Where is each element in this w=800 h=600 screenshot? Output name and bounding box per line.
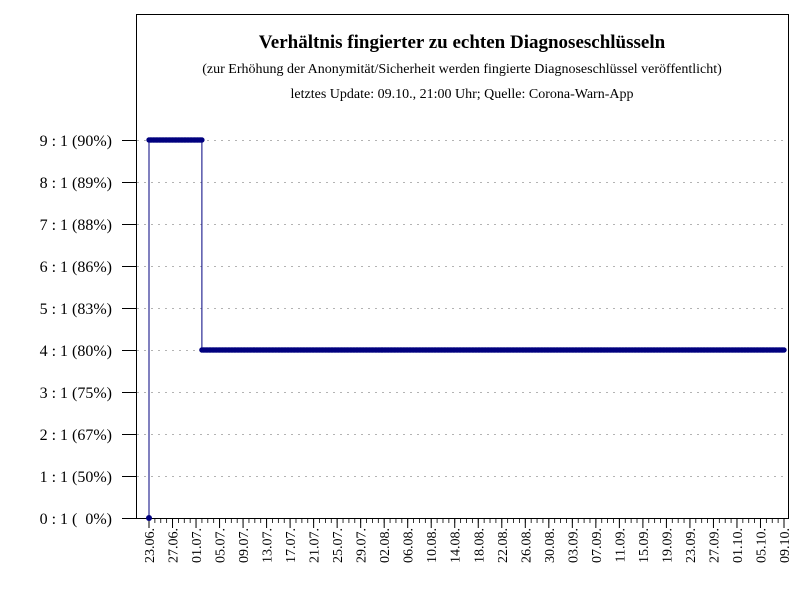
series-ratio	[146, 137, 787, 521]
y-tick-label: 5 : 1 (83%)	[40, 301, 112, 318]
chart-title: Verhältnis fingierter zu echten Diagnose…	[259, 32, 666, 53]
x-tick-label: 21.07.	[308, 528, 323, 563]
plot-frame	[136, 14, 789, 519]
x-tick-label: 05.07.	[214, 528, 229, 563]
x-tick-label: 09.07.	[237, 528, 252, 563]
x-tick-label: 18.08.	[472, 528, 487, 563]
x-axis-ticks: 23.06. 27.06. 01.07. 05.07. 09.07. 13.07. 17.0…	[143, 518, 793, 563]
x-tick-label: 27.09.	[707, 528, 722, 563]
data-point	[199, 137, 205, 143]
x-tick-label: 29.07.	[355, 528, 370, 563]
x-tick-label: 09.10.	[778, 528, 793, 563]
y-tick-label: 6 : 1 (86%)	[40, 259, 112, 276]
x-tick-label: 14.08.	[449, 528, 464, 563]
data-point	[781, 347, 787, 353]
x-tick-label: 30.08.	[543, 528, 558, 563]
x-tick-label: 15.09.	[637, 528, 652, 563]
chart-source-line: letztes Update: 09.10., 21:00 Uhr; Quell…	[291, 87, 634, 102]
y-axis-ticks: 0 : 1 ( 0%) 1 : 1 (50%) 2 : 1 (67%) 3 : 1 (…	[40, 133, 136, 528]
x-tick-label: 10.08.	[425, 528, 440, 563]
x-tick-label: 01.10.	[731, 528, 746, 563]
x-tick-label: 02.08.	[378, 528, 393, 563]
x-tick-label: 07.09.	[590, 528, 605, 563]
y-tick-label: 1 : 1 (50%)	[40, 469, 112, 486]
y-tick-label: 2 : 1 (67%)	[40, 427, 112, 444]
x-tick-label: 06.08.	[402, 528, 417, 563]
x-tick-label: 23.09.	[684, 528, 699, 563]
y-tick-label: 8 : 1 (89%)	[40, 175, 112, 192]
x-tick-label: 13.07.	[261, 528, 276, 563]
y-tick-label: 3 : 1 (75%)	[40, 385, 112, 402]
chart-subtitle: (zur Erhöhung der Anonymität/Sicherheit …	[202, 62, 722, 77]
x-tick-label: 01.07.	[190, 528, 205, 563]
data-point	[146, 515, 152, 521]
x-tick-label: 22.08.	[496, 528, 511, 563]
y-tick-label: 0 : 1 ( 0%)	[40, 511, 112, 528]
x-tick-label: 25.07.	[331, 528, 346, 563]
y-tick-label: 7 : 1 (88%)	[40, 217, 112, 234]
x-tick-label: 19.09.	[660, 528, 675, 563]
y-tick-label: 9 : 1 (90%)	[40, 133, 112, 150]
y-tick-label: 4 : 1 (80%)	[40, 343, 112, 360]
x-tick-label: 03.09.	[566, 528, 581, 563]
x-tick-label: 17.07.	[284, 528, 299, 563]
x-tick-label: 05.10.	[754, 528, 769, 563]
x-tick-label: 26.08.	[519, 528, 534, 563]
x-tick-label: 23.06.	[143, 528, 158, 563]
x-tick-label: 27.06.	[167, 528, 182, 563]
x-tick-label: 11.09.	[613, 528, 628, 562]
